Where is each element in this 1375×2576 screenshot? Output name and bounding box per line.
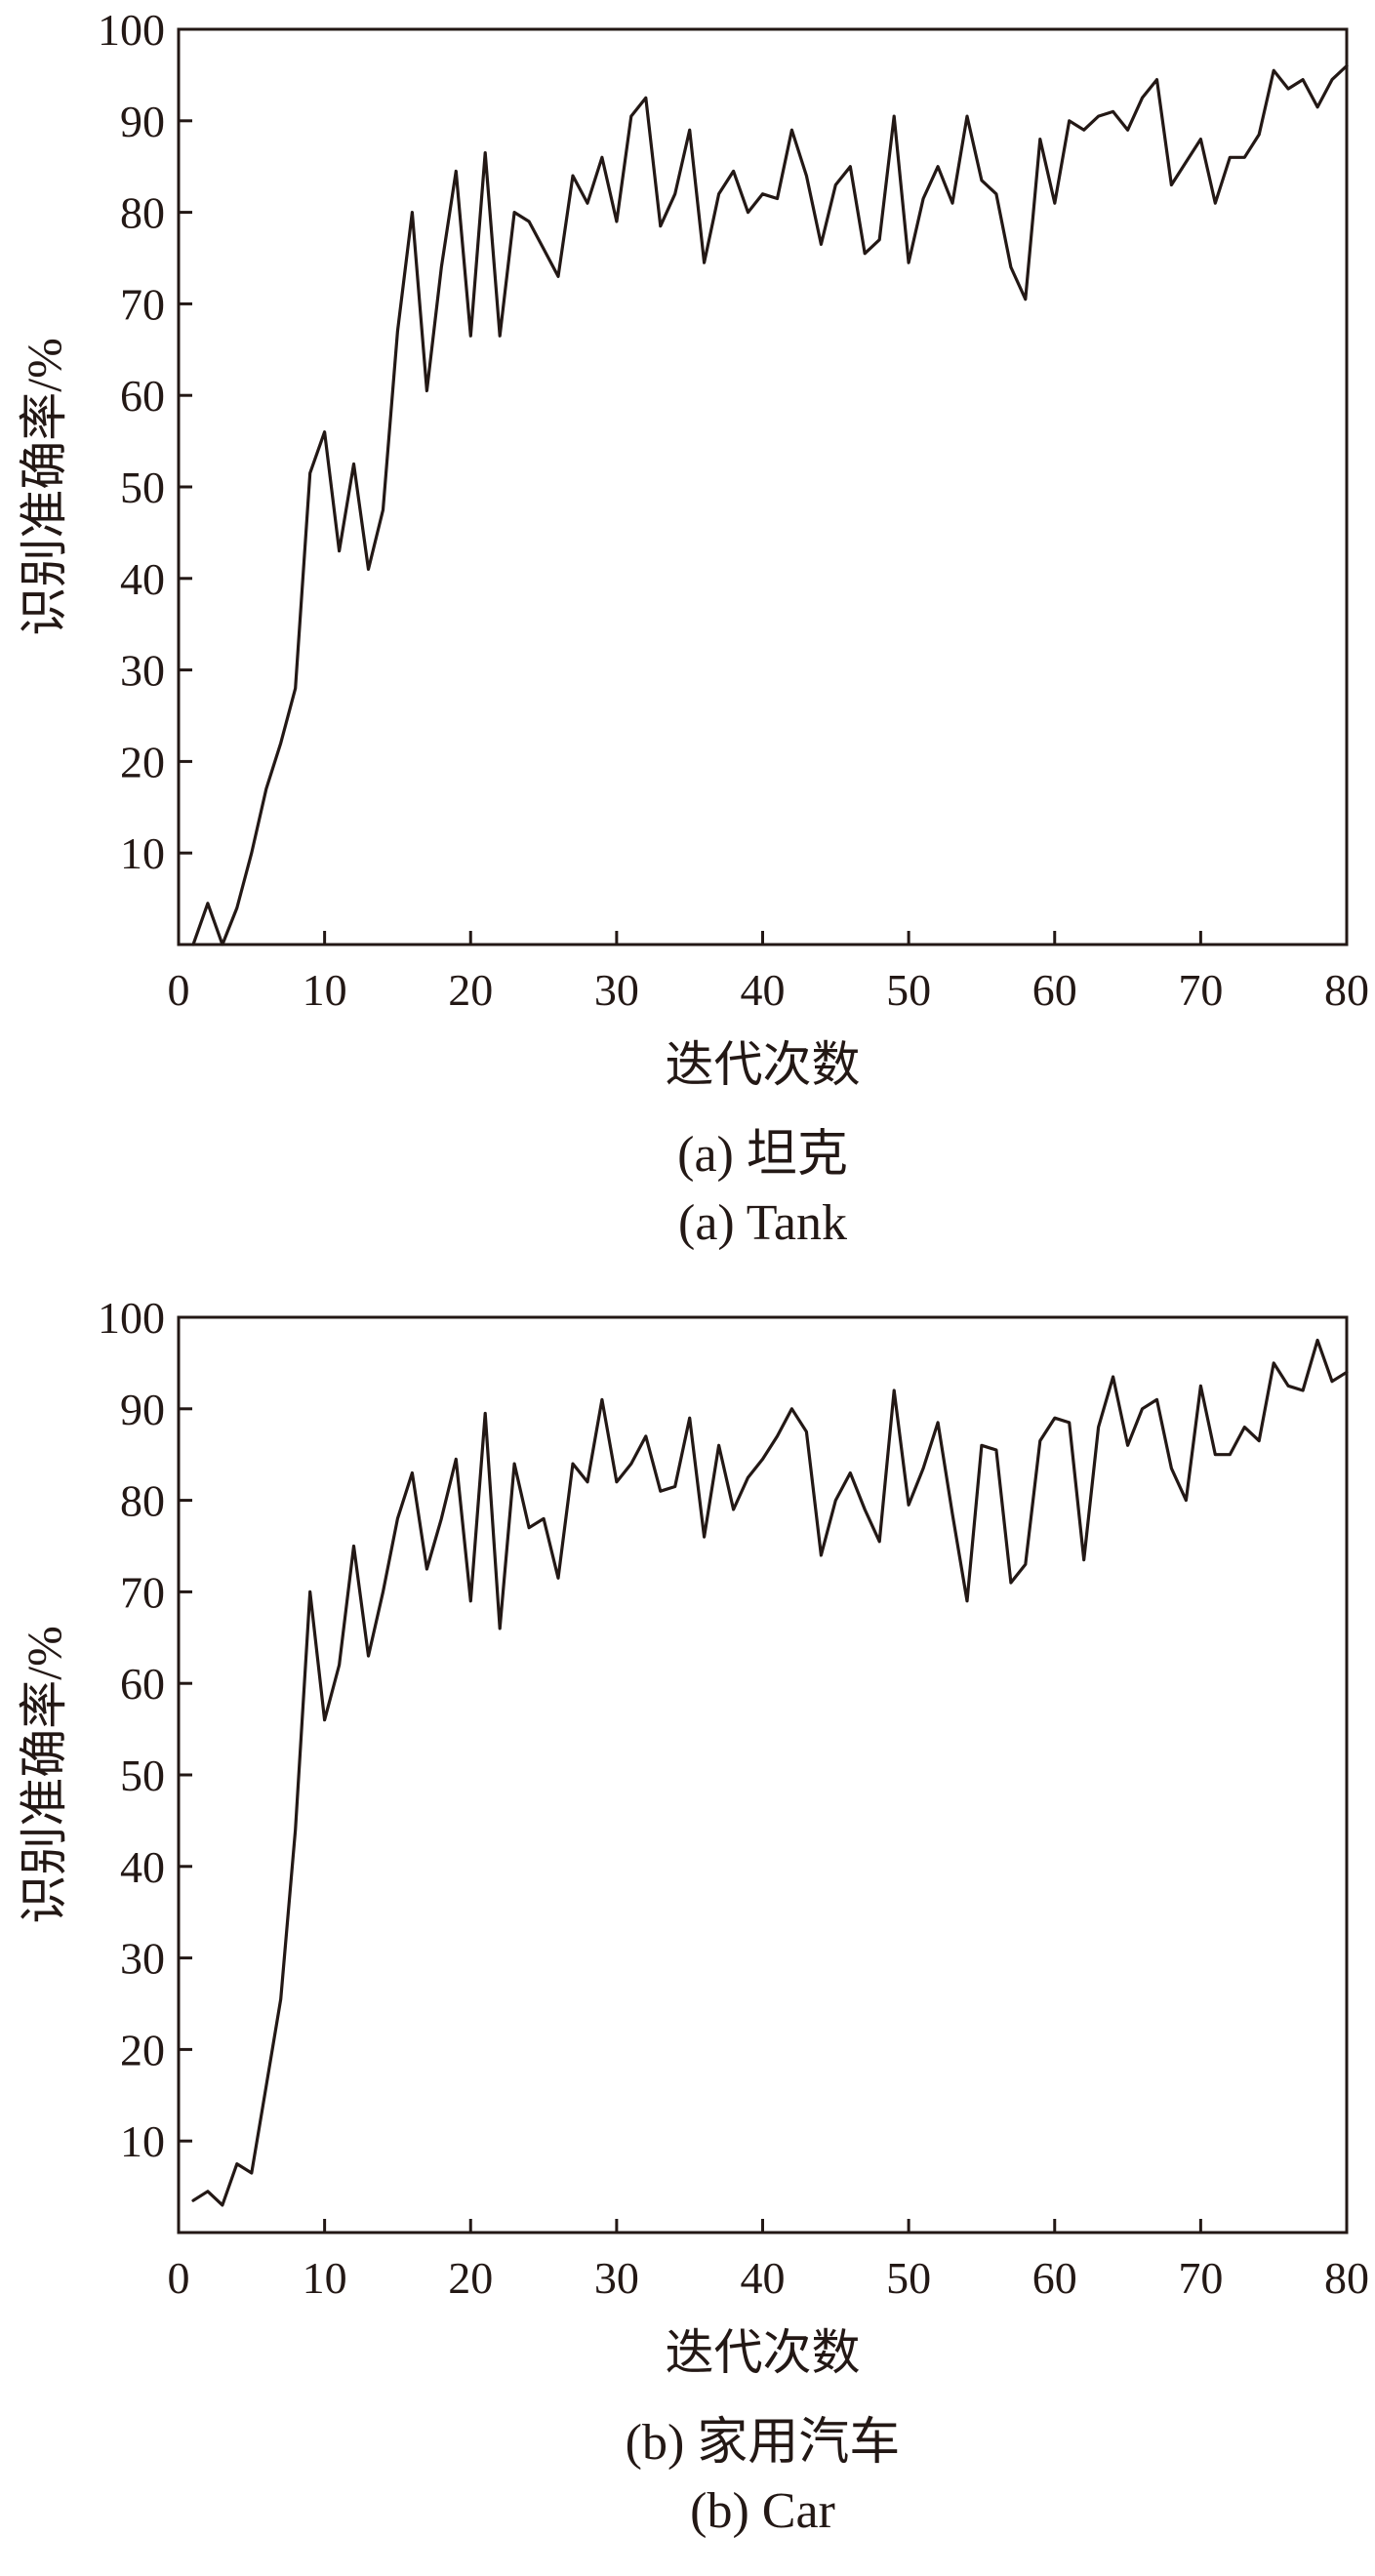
panel-b-car: 0 10 20 30 40 50 60 70 80 10 20 30 40 50 60 70 80 90 100 识别… [0,1288,1375,2576]
chart-b-x-tick-label: 70 [1178,2253,1223,2303]
chart-a-y-tick-label: 60 [120,371,165,421]
chart-a-y-tick-label: 50 [120,463,165,512]
chart-a-x-tick-label: 70 [1178,965,1223,1015]
chart-a-y-tick-label: 10 [120,828,165,878]
chart-b-x-tick-label: 0 [168,2253,190,2303]
chart-a-y-tick-label: 90 [120,97,165,146]
chart-a-y-tick-label: 40 [120,554,165,604]
chart-b-x-tick-label: 10 [303,2253,347,2303]
chart-b-y-tick-label: 60 [120,1659,165,1709]
chart-b-plot-frame [177,1315,1349,2234]
chart-b-x-tick-label: 40 [741,2253,786,2303]
chart-b-x-tick-label: 80 [1324,2253,1369,2303]
chart-a-caption-en: (a) Tank [678,1195,847,1251]
chart-b-y-tick-label: 10 [120,2116,165,2166]
chart-a-x-tick-label: 10 [303,965,347,1015]
chart-b-x-tick-label: 60 [1032,2253,1077,2303]
chart-b-x-tick-label: 50 [886,2253,931,2303]
chart-b-series-line [191,1338,1349,2207]
chart-b-y-tick-label: 100 [98,1293,165,1343]
chart-b-x-tick-label: 30 [594,2253,639,2303]
chart-b-svg: 0 10 20 30 40 50 60 70 80 10 20 30 40 50 60 70 80 90 100 识别… [17,1293,1369,2539]
chart-a-y-tick-label: 80 [120,188,165,238]
panel-a-tank: 0 10 20 30 40 50 60 70 80 10 20 30 40 50 60 70 80 90 100 识别… [17,5,1369,1251]
chart-a-x-tick-label: 0 [168,965,190,1015]
chart-a-y-tick-label: 100 [98,5,165,55]
chart-b-y-tick-label: 20 [120,2025,165,2074]
chart-a-svg: 0 10 20 30 40 50 60 70 80 10 20 30 40 50 60 70 80 90 100 识别… [17,5,1369,1251]
chart-a-x-axis-title: 迭代次数 [666,1037,861,1092]
chart-a-caption-cn: (a) 坦克 [677,1127,848,1183]
chart-b-y-tick-label: 40 [120,1842,165,1892]
chart-a-plot-frame [177,27,1349,946]
chart-a-x-tick-label: 20 [448,965,493,1015]
chart-b-y-tick-label: 90 [120,1385,165,1434]
chart-a-x-tick-label: 30 [594,965,639,1015]
chart-a-x-tick-label: 80 [1324,965,1369,1015]
chart-b-y-tick-label: 70 [120,1567,165,1617]
chart-a-series-line [191,63,1349,946]
chart-a-y-tick-label: 70 [120,279,165,329]
chart-a-y-tick-label: 30 [120,646,165,696]
chart-b-y-tick-label: 30 [120,1934,165,1984]
chart-a-x-tick-label: 50 [886,965,931,1015]
chart-a-x-tick-label: 40 [741,965,786,1015]
chart-a-y-tick-label: 20 [120,737,165,786]
chart-b-y-tick-label: 80 [120,1476,165,1526]
chart-b-caption-en: (b) Car [690,2483,835,2539]
chart-b-y-axis-title: 识别准确率/% [17,1626,71,1924]
chart-a-x-tick-label: 60 [1032,965,1077,1015]
chart-b-caption-cn: (b) 家用汽车 [626,2415,901,2471]
chart-b-y-tick-label: 50 [120,1751,165,1800]
chart-b-x-tick-label: 20 [448,2253,493,2303]
chart-b-x-axis-title: 迭代次数 [666,2325,861,2380]
chart-a-y-axis-title: 识别准确率/% [17,338,71,636]
